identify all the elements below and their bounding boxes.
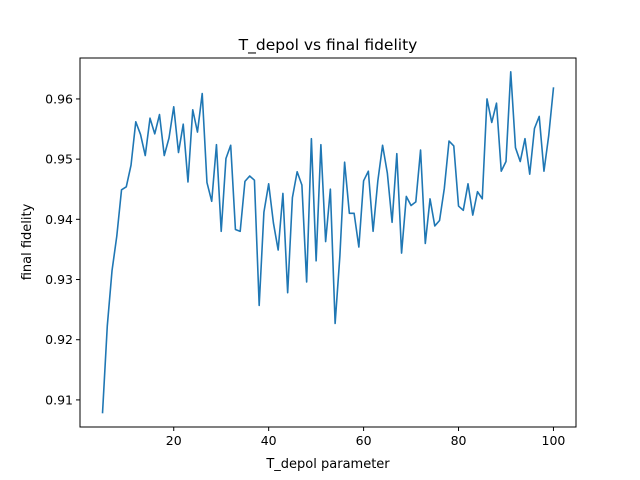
y-tick-label: 0.92 (45, 332, 73, 347)
x-tick-label: 40 (261, 433, 277, 448)
y-axis-label: final fidelity (20, 203, 35, 280)
y-tick-label: 0.95 (45, 152, 73, 167)
x-axis: 20 40 60 80 100 (166, 427, 566, 448)
y-tick-label: 0.94 (45, 212, 73, 227)
fidelity-series-line (101, 71, 555, 414)
x-tick-label: 100 (542, 433, 566, 448)
x-tick-label: 60 (356, 433, 372, 448)
plot-frame (79, 57, 577, 428)
chart-title: T_depol vs final fidelity (238, 36, 418, 55)
x-tick-label: 20 (166, 433, 182, 448)
x-axis-label: T_depol parameter (265, 457, 390, 472)
series-layer (101, 71, 555, 414)
y-axis: 0.91 0.92 0.93 0.94 0.95 0.96 (45, 91, 80, 407)
y-tick-label: 0.96 (45, 91, 73, 106)
y-tick-label: 0.93 (45, 272, 73, 287)
x-tick-label: 80 (451, 433, 467, 448)
y-tick-label: 0.91 (45, 392, 73, 407)
